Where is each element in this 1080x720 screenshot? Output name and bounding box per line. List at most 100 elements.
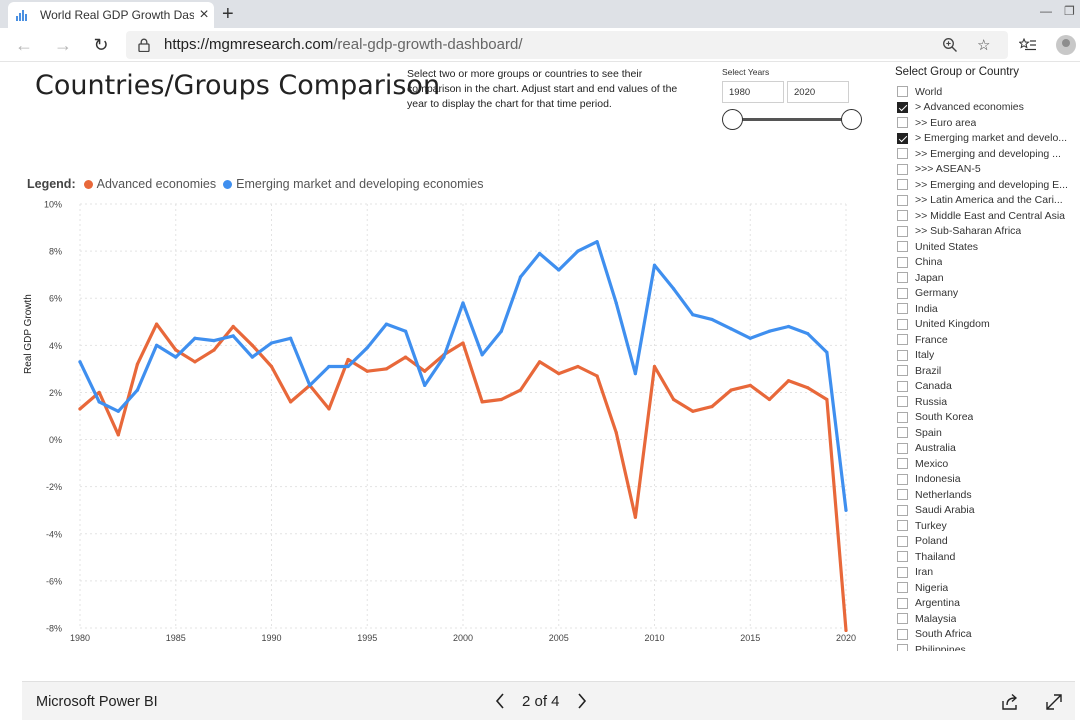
slicer-item[interactable]: China [895,255,1075,271]
slicer-item[interactable]: South Korea [895,410,1075,426]
slicer-item[interactable]: >> Emerging and developing E... [895,177,1075,193]
forward-arrow-icon[interactable]: → [54,35,72,55]
checkbox[interactable] [897,427,908,439]
slicer-item[interactable]: Indonesia [895,472,1075,488]
slicer-item[interactable]: Russia [895,394,1075,410]
checkbox[interactable] [897,597,908,609]
slicer-item[interactable]: Thailand [895,549,1075,565]
new-tab-button[interactable]: + [222,3,234,25]
checkbox[interactable] [897,86,908,98]
checkbox[interactable] [897,241,908,253]
checkbox[interactable] [897,520,908,532]
slicer-item[interactable]: Australia [895,441,1075,457]
next-page-button[interactable] [570,689,594,713]
slicer-item[interactable]: Saudi Arabia [895,503,1075,519]
checkbox[interactable] [897,566,908,578]
slicer-item[interactable]: Turkey [895,518,1075,534]
favorite-star-icon[interactable]: ☆ [977,37,991,54]
checkbox[interactable] [897,473,908,485]
slicer-item[interactable]: Mexico [895,456,1075,472]
checkbox[interactable] [897,365,908,377]
checkbox[interactable] [897,489,908,501]
checkbox[interactable] [897,334,908,346]
checkbox[interactable] [897,318,908,330]
checkbox[interactable] [897,613,908,625]
fullscreen-expand-icon[interactable] [1043,691,1065,713]
zoom-icon[interactable] [942,37,958,53]
slicer-item[interactable]: India [895,301,1075,317]
checkbox[interactable] [897,179,908,191]
slicer-item[interactable]: United Kingdom [895,317,1075,333]
slicer-item[interactable]: Italy [895,348,1075,364]
checkbox[interactable] [897,272,908,284]
checkbox[interactable] [897,287,908,299]
checkbox[interactable] [897,535,908,547]
checkbox[interactable] [897,194,908,206]
data-point-emerging [174,355,178,359]
checkbox[interactable] [897,411,908,423]
checkbox[interactable] [897,551,908,563]
checkbox[interactable] [897,380,908,392]
slicer-item[interactable]: Japan [895,270,1075,286]
address-bar[interactable]: https://mgmresearch.com/real-gdp-growth-… [126,31,1008,59]
close-tab-icon[interactable]: × [199,6,209,23]
slicer-item[interactable]: Poland [895,534,1075,550]
slicer-item[interactable]: Argentina [895,596,1075,612]
profile-avatar[interactable] [1056,35,1076,55]
start-year-input[interactable]: 1980 [722,81,784,103]
minimize-window-icon[interactable]: — [1040,4,1052,18]
checkbox[interactable] [897,349,908,361]
end-year-input[interactable]: 2020 [787,81,849,103]
legend-item-advanced[interactable]: Advanced economies [83,177,216,191]
share-icon[interactable] [999,691,1021,713]
checkbox[interactable] [897,210,908,222]
slicer-item[interactable]: Nigeria [895,580,1075,596]
y-tick-label: 10% [44,200,62,210]
checkbox[interactable] [897,628,908,640]
checkbox[interactable] [897,644,908,651]
slicer-item[interactable]: Netherlands [895,487,1075,503]
slicer-item[interactable]: >> Latin America and the Cari... [895,193,1075,209]
slicer-item[interactable]: > Advanced economies [895,100,1075,116]
start-year-handle[interactable] [722,109,743,130]
previous-page-button[interactable] [488,689,512,713]
end-year-handle[interactable] [841,109,862,130]
checkbox[interactable] [897,458,908,470]
browser-tab[interactable]: World Real GDP Growth Dashboard × [8,2,214,28]
checkbox[interactable] [897,225,908,237]
slicer-item[interactable]: Spain [895,425,1075,441]
slicer-item[interactable]: Canada [895,379,1075,395]
slicer-item[interactable]: >> Emerging and developing ... [895,146,1075,162]
checkbox-checked[interactable] [897,101,908,113]
slicer-item[interactable]: Germany [895,286,1075,302]
restore-window-icon[interactable]: ❐ [1064,4,1075,18]
slicer-item[interactable]: Malaysia [895,611,1075,627]
year-slider-track[interactable] [733,118,851,121]
checkbox[interactable] [897,396,908,408]
slicer-item[interactable]: United States [895,239,1075,255]
slicer-item[interactable]: >> Euro area [895,115,1075,131]
checkbox[interactable] [897,582,908,594]
slicer-item[interactable]: Philippines [895,642,1075,651]
slicer-item[interactable]: World [895,84,1075,100]
checkbox[interactable] [897,148,908,160]
slicer-item[interactable]: Iran [895,565,1075,581]
legend-item-emerging[interactable]: Emerging market and developing economies [223,177,484,191]
checkbox[interactable] [897,163,908,175]
checkbox-checked[interactable] [897,132,908,144]
slicer-item[interactable]: >> Middle East and Central Asia [895,208,1075,224]
favorites-list-icon[interactable] [1019,38,1037,53]
slicer-item[interactable]: France [895,332,1075,348]
checkbox[interactable] [897,504,908,516]
checkbox[interactable] [897,117,908,129]
checkbox[interactable] [897,256,908,268]
refresh-icon[interactable]: ↻ [93,35,109,55]
slicer-item[interactable]: >>> ASEAN-5 [895,162,1075,178]
slicer-item[interactable]: >> Sub-Saharan Africa [895,224,1075,240]
slicer-item[interactable]: Brazil [895,363,1075,379]
checkbox[interactable] [897,442,908,454]
slicer-item[interactable]: > Emerging market and develo... [895,131,1075,147]
checkbox[interactable] [897,303,908,315]
slicer-item[interactable]: South Africa [895,627,1075,643]
back-arrow-icon[interactable]: ← [15,35,33,55]
